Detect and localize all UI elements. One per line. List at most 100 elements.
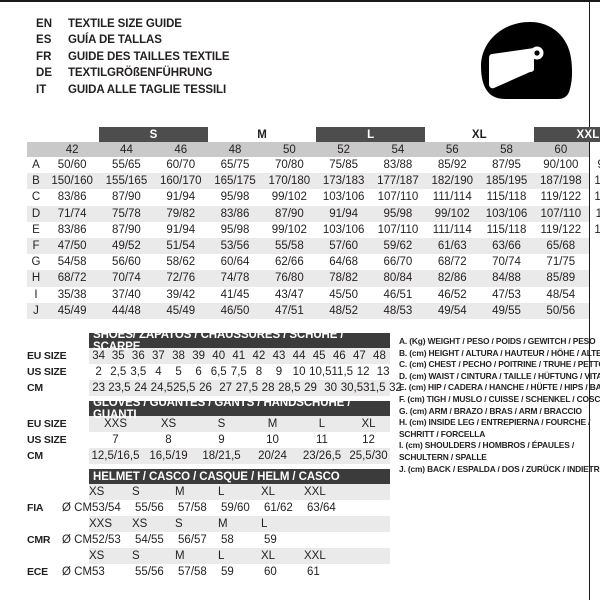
cell: 87/90: [112, 191, 141, 204]
cell: 34: [92, 350, 105, 362]
gloves-row-eu: EU SIZE XXS XS S M L XL: [27, 416, 390, 432]
cell: 74/78: [220, 272, 250, 285]
cell: 60/70: [166, 159, 196, 172]
cell: 13: [376, 366, 390, 378]
racing-helmet-icon: [468, 16, 588, 121]
cell: 83/86: [57, 223, 87, 236]
cell: 5: [175, 366, 182, 378]
cell: 28: [261, 382, 275, 394]
cell: 50/56: [546, 304, 576, 317]
cell: 76/80: [274, 272, 304, 285]
cell: 45/49: [57, 304, 87, 317]
row-label-g: G: [31, 256, 41, 269]
cell: M: [175, 550, 185, 562]
size-col-54: 54: [391, 143, 405, 156]
cell: 177/187: [377, 175, 419, 188]
cell: 49/54: [437, 304, 467, 317]
cell: 6,5: [210, 366, 227, 378]
cell: XS: [89, 550, 105, 562]
cell: 83/88: [383, 159, 413, 172]
cell: 29: [304, 382, 317, 394]
cell: M: [267, 418, 278, 430]
shoes-table-title: SHOES/ ZAPATOS / CHAUSSURES / SCHUHE / S…: [89, 329, 390, 353]
cell: 41/45: [220, 288, 250, 301]
shoes-row-us: US SIZE 2 2,5 3,5 4 5 6 6,5 7,5 8 9 10 1…: [27, 364, 390, 380]
cell: 70/80: [274, 159, 304, 172]
table-row: E 83/86 87/90 91/94 95/98 99/102 103/106…: [27, 221, 600, 238]
title-block: EN TEXTILE SIZE GUIDE ES GUÍA DE TALLAS …: [36, 18, 366, 100]
cell: 43/47: [274, 288, 304, 301]
cell: 23/26,5: [302, 450, 342, 462]
cell: 107/110: [377, 223, 419, 236]
helmet-cmr-value-row: CMR Ø CM 52/53 54/55 56/57 58 59: [27, 532, 390, 548]
cell: 7,5: [230, 366, 247, 378]
cell: 60/64: [220, 256, 250, 269]
cell: 55/58: [274, 240, 304, 253]
cell: 2,5: [110, 366, 127, 378]
cell: 42: [252, 350, 266, 362]
cell: 49/55: [492, 304, 521, 317]
cell: 37/40: [112, 288, 141, 301]
legend-item-e: E. (cm) HIP / CADERA / HANCHE / HÜFTE / …: [399, 382, 600, 393]
cell: 10: [266, 434, 279, 446]
cell: 107/110: [377, 191, 419, 204]
cell: 95/98: [220, 191, 250, 204]
row-label-f: F: [32, 240, 40, 253]
cell: 103/106: [322, 191, 365, 204]
cell: 35/38: [57, 288, 87, 301]
cell: XXL: [304, 486, 326, 498]
cell: 87/90: [112, 223, 141, 236]
size-col-42: 42: [65, 143, 79, 156]
helmet-ece-value-row: ECE Ø CM 53 55/56 57/58 59 60 61: [27, 564, 390, 580]
cell: 25,5/30: [349, 450, 388, 462]
cell: 78/82: [329, 272, 359, 285]
cell: 49/55: [588, 287, 600, 303]
cell: 58/62: [166, 256, 196, 269]
cell: L: [261, 518, 268, 530]
cell: 49/52: [112, 240, 141, 253]
helmet-fia-size-spacer: [27, 484, 89, 500]
table-row: F 47/50 49/52 51/54 53/56 55/58 57/60 59…: [27, 237, 589, 255]
cell: L: [218, 550, 225, 562]
helmet-cmr-size-spacer: [27, 516, 89, 532]
cell: S: [217, 418, 226, 430]
cell: 59/62: [383, 240, 413, 253]
cell: 59/60: [221, 502, 250, 514]
cell: 95/100: [588, 157, 600, 173]
gloves-row-us: US SIZE 7 8 9 10 11 12: [27, 432, 390, 448]
cell: 41: [232, 350, 246, 362]
size-col-56: 56: [445, 143, 459, 156]
cell: 185/195: [485, 175, 528, 188]
cell: 111/114: [432, 223, 472, 236]
cell: XXS: [103, 418, 127, 430]
table-row: H 68/72 70/74 72/76 74/78 76/80 78/82 80…: [27, 270, 589, 287]
row-label-h: H: [31, 272, 41, 285]
table-row: B 150/160 155/165 160/170 165/175 170/18…: [27, 173, 600, 190]
cell: 30: [324, 382, 338, 394]
cell: [304, 516, 347, 532]
legend-item-j: J. (cm) BACK / ESPALDA / DOS / ZURÜCK / …: [399, 463, 600, 474]
title-lang-es: ES: [36, 34, 52, 47]
cell: 27,5: [235, 382, 259, 394]
cell: 103/106: [322, 223, 365, 236]
row-label-a: A: [32, 159, 40, 172]
table-row: D 71/74 75/78 79/82 83/86 87/90 91/94 95…: [27, 205, 600, 222]
cell: 66/70: [383, 256, 413, 269]
cell: 57/60: [329, 240, 359, 253]
cell: 24: [134, 382, 148, 394]
cell: 111/114: [595, 207, 600, 220]
legend-item-h: H. (cm) INSIDE LEG / ENTREPIERNA / FOURC…: [399, 417, 591, 428]
cell: S: [132, 486, 140, 498]
cell: 61/62: [264, 502, 293, 514]
cell: 23: [92, 382, 105, 394]
cell: 52/53: [92, 534, 121, 546]
title-row: EN TEXTILE SIZE GUIDE: [36, 18, 366, 34]
gloves-table-title: GLOVES / GUANTES / GANTS / HANDSCHUHE / …: [89, 397, 390, 421]
title-row: IT GUIDA ALLE TAGLIE TESSILI: [36, 84, 366, 100]
shoes-row-label-us: US SIZE: [27, 364, 89, 380]
cell: 40: [212, 350, 226, 362]
cell: S: [132, 550, 140, 562]
cell: 43: [272, 350, 286, 362]
cell: 75/85: [329, 159, 359, 172]
title-text-de: TEXTILGRÖßENFÜHRUNG: [68, 67, 213, 80]
